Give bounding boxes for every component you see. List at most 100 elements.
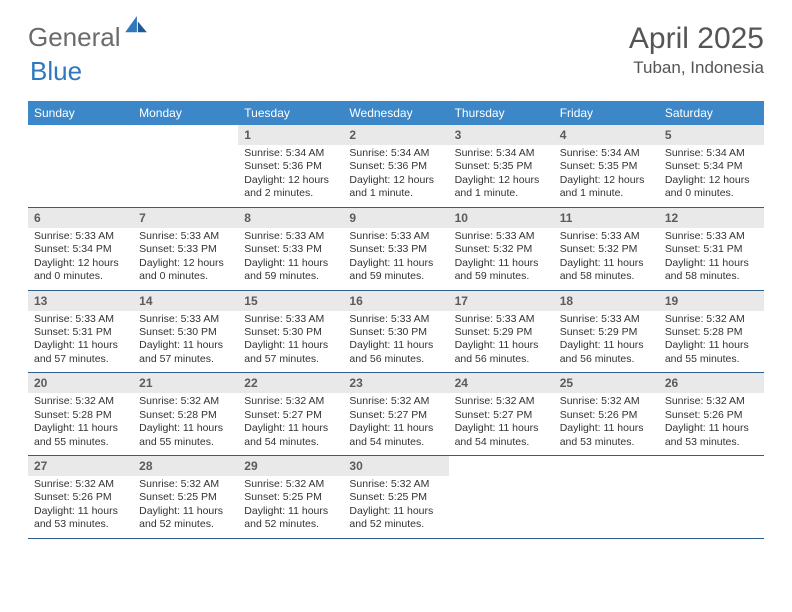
sunset: Sunset: 5:35 PM [455,160,548,173]
brand-word-2: Blue [30,56,82,87]
day-cell: 2Sunrise: 5:34 AMSunset: 5:36 PMDaylight… [343,125,448,207]
sunset: Sunset: 5:32 PM [560,243,653,256]
sunset: Sunset: 5:36 PM [244,160,337,173]
day-body: Sunrise: 5:32 AMSunset: 5:27 PMDaylight:… [449,393,554,455]
day-number: 16 [343,291,448,311]
daylight: Daylight: 11 hours and 56 minutes. [349,339,442,366]
day-cell: 10Sunrise: 5:33 AMSunset: 5:32 PMDayligh… [449,207,554,290]
sunset: Sunset: 5:29 PM [560,326,653,339]
sunset: Sunset: 5:25 PM [244,491,337,504]
day-number: 17 [449,291,554,311]
day-body: Sunrise: 5:32 AMSunset: 5:26 PMDaylight:… [659,393,764,455]
day-body: Sunrise: 5:34 AMSunset: 5:35 PMDaylight:… [554,145,659,207]
day-body: Sunrise: 5:33 AMSunset: 5:30 PMDaylight:… [133,311,238,373]
logo-sail-icon [125,16,147,34]
day-number: 18 [554,291,659,311]
day-cell [554,456,659,539]
sunrise: Sunrise: 5:32 AM [244,478,337,491]
day-number: 23 [343,373,448,393]
day-body: Sunrise: 5:32 AMSunset: 5:27 PMDaylight:… [238,393,343,455]
day-cell: 3Sunrise: 5:34 AMSunset: 5:35 PMDaylight… [449,125,554,207]
calendar-table: Sunday Monday Tuesday Wednesday Thursday… [28,101,764,539]
daylight: Daylight: 11 hours and 55 minutes. [34,422,127,449]
sunset: Sunset: 5:28 PM [665,326,758,339]
day-body: Sunrise: 5:33 AMSunset: 5:32 PMDaylight:… [449,228,554,290]
daylight: Daylight: 11 hours and 55 minutes. [139,422,232,449]
location: Tuban, Indonesia [629,58,764,78]
sunrise: Sunrise: 5:33 AM [34,230,127,243]
sunrise: Sunrise: 5:33 AM [560,313,653,326]
day-body: Sunrise: 5:32 AMSunset: 5:26 PMDaylight:… [554,393,659,455]
sunrise: Sunrise: 5:32 AM [34,478,127,491]
sunrise: Sunrise: 5:32 AM [560,395,653,408]
daylight: Daylight: 11 hours and 59 minutes. [244,257,337,284]
day-number: 10 [449,208,554,228]
month-title: April 2025 [629,22,764,56]
daylight: Daylight: 11 hours and 54 minutes. [349,422,442,449]
day-number: 6 [28,208,133,228]
daylight: Daylight: 11 hours and 53 minutes. [560,422,653,449]
sunrise: Sunrise: 5:34 AM [349,147,442,160]
day-cell: 15Sunrise: 5:33 AMSunset: 5:30 PMDayligh… [238,290,343,373]
day-cell: 18Sunrise: 5:33 AMSunset: 5:29 PMDayligh… [554,290,659,373]
sunrise: Sunrise: 5:33 AM [560,230,653,243]
day-cell: 29Sunrise: 5:32 AMSunset: 5:25 PMDayligh… [238,456,343,539]
day-cell: 20Sunrise: 5:32 AMSunset: 5:28 PMDayligh… [28,373,133,456]
sunset: Sunset: 5:30 PM [244,326,337,339]
day-body: Sunrise: 5:33 AMSunset: 5:34 PMDaylight:… [28,228,133,290]
daylight: Daylight: 11 hours and 56 minutes. [455,339,548,366]
sunset: Sunset: 5:32 PM [455,243,548,256]
day-number: 20 [28,373,133,393]
sunrise: Sunrise: 5:33 AM [349,313,442,326]
day-number: 7 [133,208,238,228]
day-cell: 11Sunrise: 5:33 AMSunset: 5:32 PMDayligh… [554,207,659,290]
day-body: Sunrise: 5:33 AMSunset: 5:33 PMDaylight:… [238,228,343,290]
daylight: Daylight: 11 hours and 55 minutes. [665,339,758,366]
day-body: Sunrise: 5:33 AMSunset: 5:29 PMDaylight:… [554,311,659,373]
sunset: Sunset: 5:31 PM [34,326,127,339]
sunset: Sunset: 5:36 PM [349,160,442,173]
daylight: Daylight: 11 hours and 54 minutes. [455,422,548,449]
day-number: 5 [659,125,764,145]
dow-fri: Friday [554,101,659,125]
daylight: Daylight: 12 hours and 1 minute. [349,174,442,201]
day-cell: 28Sunrise: 5:32 AMSunset: 5:25 PMDayligh… [133,456,238,539]
week-row: 1Sunrise: 5:34 AMSunset: 5:36 PMDaylight… [28,125,764,207]
daylight: Daylight: 11 hours and 59 minutes. [349,257,442,284]
sunset: Sunset: 5:26 PM [665,409,758,422]
daylight: Daylight: 11 hours and 52 minutes. [244,505,337,532]
day-number: 22 [238,373,343,393]
sunset: Sunset: 5:34 PM [665,160,758,173]
day-cell [133,125,238,207]
day-cell: 25Sunrise: 5:32 AMSunset: 5:26 PMDayligh… [554,373,659,456]
day-number: 26 [659,373,764,393]
sunrise: Sunrise: 5:32 AM [349,395,442,408]
day-number: 15 [238,291,343,311]
sunrise: Sunrise: 5:32 AM [665,313,758,326]
sunrise: Sunrise: 5:34 AM [665,147,758,160]
day-body: Sunrise: 5:33 AMSunset: 5:29 PMDaylight:… [449,311,554,373]
day-cell: 5Sunrise: 5:34 AMSunset: 5:34 PMDaylight… [659,125,764,207]
day-body: Sunrise: 5:34 AMSunset: 5:36 PMDaylight:… [238,145,343,207]
daylight: Daylight: 11 hours and 53 minutes. [34,505,127,532]
day-cell: 7Sunrise: 5:33 AMSunset: 5:33 PMDaylight… [133,207,238,290]
sunset: Sunset: 5:33 PM [139,243,232,256]
page: General April 2025 Tuban, Indonesia Blue… [0,0,792,559]
day-cell: 12Sunrise: 5:33 AMSunset: 5:31 PMDayligh… [659,207,764,290]
day-cell: 13Sunrise: 5:33 AMSunset: 5:31 PMDayligh… [28,290,133,373]
day-cell: 21Sunrise: 5:32 AMSunset: 5:28 PMDayligh… [133,373,238,456]
dow-tue: Tuesday [238,101,343,125]
day-cell: 19Sunrise: 5:32 AMSunset: 5:28 PMDayligh… [659,290,764,373]
day-body: Sunrise: 5:33 AMSunset: 5:32 PMDaylight:… [554,228,659,290]
sunrise: Sunrise: 5:33 AM [455,313,548,326]
sunrise: Sunrise: 5:32 AM [34,395,127,408]
day-number: 30 [343,456,448,476]
day-number: 27 [28,456,133,476]
day-body: Sunrise: 5:33 AMSunset: 5:31 PMDaylight:… [28,311,133,373]
sunrise: Sunrise: 5:33 AM [349,230,442,243]
sunrise: Sunrise: 5:34 AM [560,147,653,160]
day-cell: 27Sunrise: 5:32 AMSunset: 5:26 PMDayligh… [28,456,133,539]
dow-thu: Thursday [449,101,554,125]
sunrise: Sunrise: 5:34 AM [244,147,337,160]
sunrise: Sunrise: 5:32 AM [455,395,548,408]
